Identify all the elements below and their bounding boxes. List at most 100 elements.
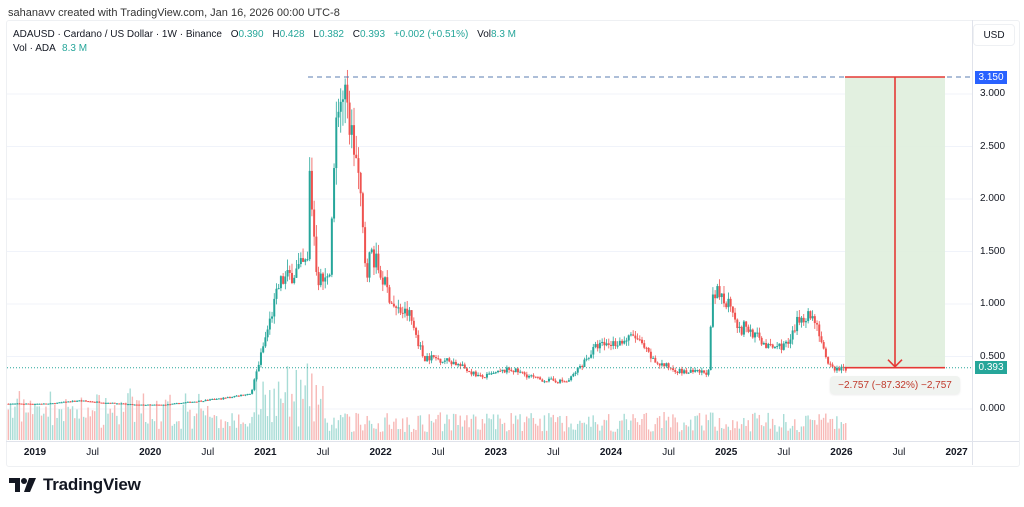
time-tick: Jul (777, 447, 791, 458)
volume-bar (588, 416, 590, 440)
volume-bar (490, 419, 492, 440)
candle-body (725, 303, 728, 308)
volume-bar (231, 413, 233, 440)
candle-body (485, 373, 488, 378)
candle-body (497, 370, 500, 373)
volume-bar (745, 425, 747, 440)
volume-bar (142, 393, 145, 440)
volume-bar (814, 420, 816, 440)
volume-bar (585, 424, 588, 440)
volume-bar (503, 422, 506, 440)
symbol-label[interactable]: ADAUSD · Cardano / US Dollar · 1W · Bina… (13, 29, 222, 40)
volume-bar (118, 424, 120, 440)
volume-bar (89, 416, 91, 440)
volume-bar (133, 421, 136, 440)
candle-body (749, 329, 752, 332)
candle-body (561, 379, 564, 382)
volume-bar (738, 428, 741, 440)
volume-bar (364, 424, 366, 440)
candle-body (590, 354, 593, 358)
volume-bar (676, 422, 679, 440)
candle-body (598, 342, 601, 349)
ohlc-line: ADAUSD · Cardano / US Dollar · 1W · Bina… (13, 29, 517, 40)
currency-button[interactable]: USD (973, 24, 1015, 46)
volume-bar (470, 418, 473, 440)
volume-bar (430, 420, 433, 440)
candle-body (634, 335, 637, 339)
volume-bar (362, 430, 364, 440)
volume-bar (94, 411, 96, 440)
volume-bar (687, 426, 690, 440)
volume-bar (410, 431, 413, 440)
volume-bar (488, 418, 490, 440)
candle-body (499, 370, 502, 372)
candle-body (765, 343, 768, 348)
price-tick: 0.500 (980, 350, 1006, 362)
volume-bar (238, 414, 240, 440)
candle-body (91, 401, 94, 403)
candle-body (426, 356, 429, 362)
volume-bar (534, 423, 537, 440)
volume-bar (537, 425, 539, 440)
volume-bar (353, 431, 355, 440)
candle-body (461, 364, 464, 366)
candle-body (448, 358, 451, 362)
volume-bar (603, 419, 605, 440)
volume-bar (783, 414, 785, 440)
candle-body (271, 316, 274, 319)
candle-body (322, 273, 324, 282)
candle-body (789, 339, 792, 344)
candle-body (552, 378, 555, 381)
candle-body (691, 369, 694, 372)
volume-bar (295, 369, 298, 440)
volume-bar (452, 413, 455, 440)
candle-body (366, 263, 369, 278)
candle-body (627, 335, 630, 341)
candle-body (412, 320, 415, 328)
volume-bar (76, 409, 78, 440)
candle-body (306, 259, 309, 261)
candle-body (186, 401, 189, 403)
candle-body (160, 404, 163, 406)
volume-bar (495, 429, 497, 440)
volume-bar (27, 412, 29, 440)
tradingview-logo[interactable]: TradingView (9, 475, 141, 495)
volume-bar (512, 423, 515, 440)
price-tick: 2.000 (980, 193, 1006, 204)
volume-bar (96, 394, 98, 440)
volume-bar (656, 417, 659, 440)
volume-bar (342, 417, 344, 440)
volume-bar (763, 426, 765, 440)
volume-bar (729, 430, 732, 440)
candle-body (381, 277, 384, 285)
volume-bar (845, 423, 847, 440)
low-value: 0.382 (318, 29, 344, 40)
candle-body (707, 370, 710, 375)
candle-body (310, 170, 313, 210)
candle-body (454, 361, 457, 366)
volume-series-label[interactable]: Vol · ADA (13, 43, 56, 54)
volume-bar (182, 404, 185, 440)
volume-bar (87, 407, 89, 440)
volume-bar (335, 428, 337, 440)
volume-bar (791, 425, 794, 440)
volume-bar (506, 431, 508, 440)
volume-bar (355, 412, 357, 440)
volume-bar (689, 419, 692, 440)
price-tick: 3.000 (980, 88, 1006, 99)
price-range-measure-label: −2.757 (−87.32%) −2,757 (830, 376, 960, 394)
volume-bar (594, 422, 597, 440)
candle-body (813, 316, 816, 324)
volume-bar (100, 427, 103, 440)
volume-bar (366, 415, 368, 440)
candle-body (610, 344, 612, 346)
volume-bar (811, 420, 814, 440)
candle-body (53, 403, 56, 405)
volume-bar (158, 428, 160, 440)
candle-body (663, 363, 666, 367)
candle-body (716, 286, 719, 299)
candle-body (173, 403, 176, 405)
candle-body (791, 330, 794, 340)
volume-bar (173, 423, 176, 440)
